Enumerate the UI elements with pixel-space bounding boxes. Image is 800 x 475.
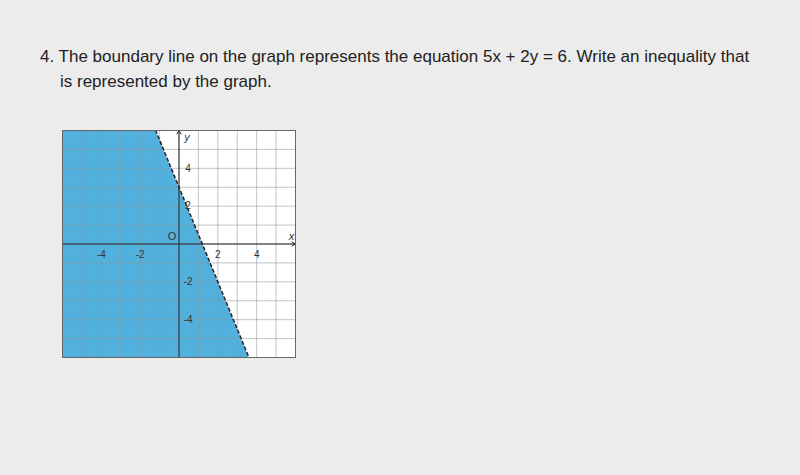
svg-text:-4: -4 (97, 249, 106, 260)
html-text:4. The boundary line on the gr: 4. The boundary line on the graph repres… (40, 47, 750, 91)
svg-text:4: 4 (185, 163, 191, 174)
svg-text:2: 2 (215, 249, 221, 260)
svg-text:y: y (183, 131, 191, 143)
svg-text:4: 4 (254, 249, 260, 260)
svg-text:-2: -2 (136, 249, 145, 260)
svg-text:2: 2 (185, 200, 191, 211)
svg-text:O: O (168, 230, 177, 242)
svg-text:-2: -2 (184, 276, 193, 287)
svg-text:-4: -4 (184, 314, 193, 325)
svg-text:x: x (288, 230, 295, 242)
